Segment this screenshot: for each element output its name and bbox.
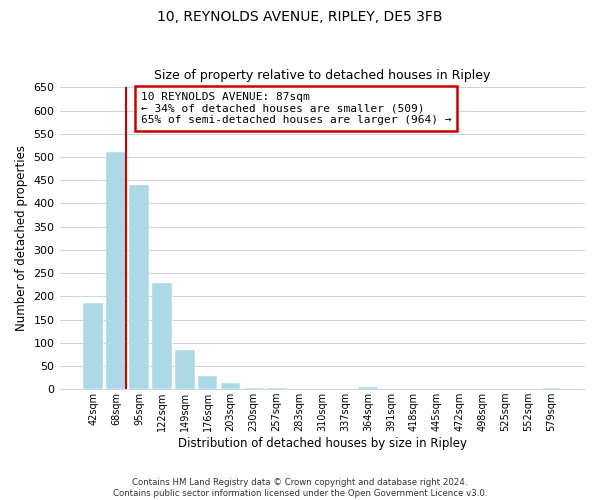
Text: 10, REYNOLDS AVENUE, RIPLEY, DE5 3FB: 10, REYNOLDS AVENUE, RIPLEY, DE5 3FB — [157, 10, 443, 24]
X-axis label: Distribution of detached houses by size in Ripley: Distribution of detached houses by size … — [178, 437, 467, 450]
Bar — [221, 383, 241, 389]
Bar — [106, 152, 126, 389]
Bar — [198, 376, 217, 389]
Bar — [129, 185, 149, 389]
Bar — [175, 350, 194, 389]
Text: Contains HM Land Registry data © Crown copyright and database right 2024.
Contai: Contains HM Land Registry data © Crown c… — [113, 478, 487, 498]
Bar — [152, 284, 172, 389]
Bar — [244, 388, 263, 389]
Bar — [358, 388, 378, 389]
Title: Size of property relative to detached houses in Ripley: Size of property relative to detached ho… — [154, 69, 490, 82]
Bar — [267, 388, 286, 389]
Bar — [83, 304, 103, 389]
Y-axis label: Number of detached properties: Number of detached properties — [15, 145, 28, 331]
Bar — [542, 388, 561, 389]
Text: 10 REYNOLDS AVENUE: 87sqm
← 34% of detached houses are smaller (509)
65% of semi: 10 REYNOLDS AVENUE: 87sqm ← 34% of detac… — [141, 92, 451, 125]
